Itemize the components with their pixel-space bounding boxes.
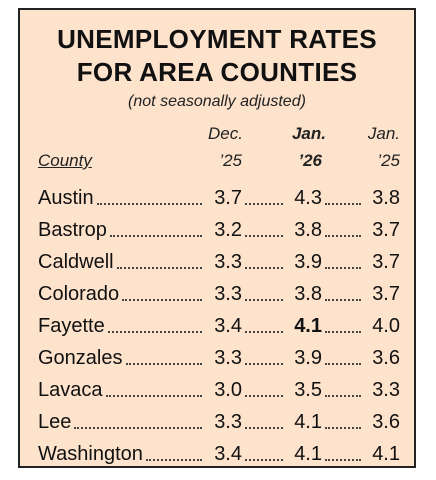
rate-cell: 3.4 [214,443,242,465]
table-row: Austin 3.7 4.3 3.8 [38,178,400,210]
name-cell: Lavaca [38,379,204,402]
rate-cell: 3.3 [214,283,242,305]
header-cell: ’25 [219,151,242,170]
rate-cell: 3.7 [372,251,400,273]
title-line: FOR AREA COUNTIES [76,57,358,87]
table-row: Lavaca 3.0 3.5 3.3 [38,370,400,402]
rate-cell: 3.3 [372,379,400,401]
dot-leader [116,267,202,269]
header-cell: Jan. [367,124,400,143]
rate-cell: 3.4 [214,315,242,337]
rate-cell: 4.1 [372,443,400,465]
dot-leader [245,459,283,461]
table-row: Fayette 3.4 4.1 4.0 [38,306,400,338]
rate-cell: 3.7 [214,187,242,209]
dot-leader [325,331,361,333]
rate-cell: 3.7 [372,219,400,241]
subtitle: (not seasonally adjusted) [128,93,306,110]
header-cell: ’26 [298,151,322,170]
dot-leader [325,299,361,301]
table-row: Washington 3.4 4.1 4.1 [38,434,400,466]
header-cell: ’25 [377,151,400,170]
name-cell: Gonzales [38,347,204,370]
dot-leader [325,203,361,205]
name-cell: Lee [38,411,204,434]
name-cell: Washington [38,443,204,466]
county-name: Bastrop [38,219,107,241]
county-name: Austin [38,187,94,209]
rate-cell: 3.6 [372,411,400,433]
dot-leader [74,427,202,429]
rate-cell: 3.8 [294,283,322,305]
rate-cell: 3.9 [294,251,322,273]
dot-leader [245,363,283,365]
rate-cell: 4.1 [294,315,322,337]
rate-cell: 4.0 [372,315,400,337]
dot-leader [325,363,361,365]
dot-leader [245,267,283,269]
county-name: Colorado [38,283,120,305]
county-name: Washington [38,443,143,465]
dot-leader [105,395,202,397]
rate-cell: 3.5 [294,379,322,401]
dot-leader [245,331,283,333]
county-name: Lee [38,411,72,433]
dot-leader [109,235,202,237]
dot-leader [245,395,283,397]
table-row: Colorado 3.3 3.8 3.7 [38,274,400,306]
rate-cell: 3.2 [214,219,242,241]
rate-cell: 3.9 [294,347,322,369]
dot-leader [107,331,202,333]
rate-cell: 3.3 [214,347,242,369]
name-cell: Fayette [38,315,204,338]
rate-cell: 3.3 [214,251,242,273]
name-cell: Bastrop [38,219,204,242]
rate-cell: 3.8 [294,219,322,241]
county-name: Fayette [38,315,105,337]
rate-cell: 4.1 [294,443,322,465]
dot-leader [122,299,202,301]
dot-leader [325,459,361,461]
rate-cell: 4.3 [294,187,322,209]
dot-leader [145,459,202,461]
dot-leader [245,235,283,237]
dot-leader [325,267,361,269]
title-line: UNEMPLOYMENT RATES [57,24,377,54]
header-cell: County [38,151,92,170]
dot-leader [245,427,283,429]
dot-leader [125,363,202,365]
table-row: Caldwell 3.3 3.9 3.7 [38,242,400,274]
header-cell: Dec. [208,124,243,143]
rate-cell: 3.8 [372,187,400,209]
county-name: Caldwell [38,251,114,273]
rate-cell: 4.1 [294,411,322,433]
dot-leader [245,299,283,301]
rate-cell: 3.6 [372,347,400,369]
county-name: Lavaca [38,379,103,401]
table-row: Bastrop 3.2 3.8 3.7 [38,210,400,242]
header-row: Dec. Jan. Jan. [38,124,400,144]
header-row: County ’25 ’26 ’25 [38,151,400,171]
dot-leader [96,203,202,205]
dot-leader [325,427,361,429]
rate-cell: 3.7 [372,283,400,305]
dot-leader [325,235,361,237]
rate-cell: 3.0 [214,379,242,401]
dot-leader [245,203,283,205]
table-row: Lee 3.3 4.1 3.6 [38,402,400,434]
dot-leader [325,395,361,397]
name-cell: Austin [38,187,204,210]
header-cell: Jan. [291,124,326,143]
panel: UNEMPLOYMENT RATES FOR AREA COUNTIES (no… [18,8,416,468]
rate-cell: 3.3 [214,411,242,433]
name-cell: Caldwell [38,251,204,274]
table-row: Gonzales 3.3 3.9 3.6 [38,338,400,370]
county-name: Gonzales [38,347,123,369]
name-cell: Colorado [38,283,204,306]
